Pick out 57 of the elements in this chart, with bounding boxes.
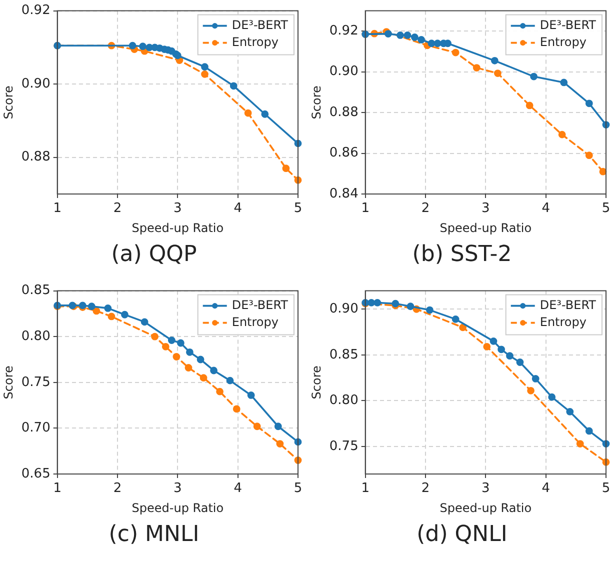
text: (c) MNLI bbox=[108, 522, 200, 547]
y-tick-label: 0.92 bbox=[329, 24, 358, 39]
y-tick-label: 0.75 bbox=[21, 374, 50, 390]
x-tick-label: 2 bbox=[113, 201, 122, 216]
y-tick-label: 0.70 bbox=[21, 420, 50, 436]
x-tick-label: 1 bbox=[361, 201, 370, 216]
x-tick-label: 3 bbox=[482, 201, 490, 216]
y-tick-label: 0.85 bbox=[21, 283, 50, 298]
x-axis-title: Speed-up Ratio bbox=[440, 500, 532, 515]
legend-label: DE³-BERT bbox=[232, 298, 289, 312]
text: (a) QQP bbox=[110, 242, 198, 267]
y-tick-label: 0.90 bbox=[329, 64, 358, 80]
x-tick-label: 5 bbox=[294, 201, 302, 216]
y-tick-label: 0.90 bbox=[329, 301, 358, 316]
x-tick-label: 1 bbox=[53, 481, 62, 496]
legend-label: DE³-BERT bbox=[540, 298, 597, 312]
y-axis-title: Score bbox=[309, 86, 324, 120]
x-tick-label: 3 bbox=[174, 201, 182, 216]
legend-label: Entropy bbox=[232, 34, 278, 49]
x-tick-label: 5 bbox=[602, 201, 610, 216]
legend-label: DE³-BERT bbox=[540, 18, 597, 32]
y-tick-label: 0.80 bbox=[329, 393, 358, 408]
x-tick-label: 4 bbox=[542, 201, 550, 216]
x-tick-label: 5 bbox=[602, 481, 610, 496]
x-tick-label: 2 bbox=[113, 481, 122, 496]
y-axis-title: Score bbox=[1, 366, 16, 400]
x-tick-label: 4 bbox=[234, 201, 242, 216]
y-tick-label: 0.88 bbox=[329, 104, 358, 120]
legend-label: DE³-BERT bbox=[232, 18, 289, 32]
x-tick-label: 4 bbox=[234, 481, 242, 496]
y-tick-label: 0.90 bbox=[21, 76, 50, 92]
y-axis-title: Score bbox=[309, 366, 324, 400]
x-tick-label: 2 bbox=[421, 201, 430, 216]
y-tick-label: 0.86 bbox=[329, 146, 358, 161]
legend-label: Entropy bbox=[540, 34, 586, 49]
x-tick-label: 3 bbox=[482, 481, 490, 496]
y-tick-label: 0.75 bbox=[329, 438, 358, 454]
x-tick-label: 4 bbox=[542, 481, 550, 496]
y-tick-label: 0.80 bbox=[21, 328, 50, 344]
x-tick-label: 2 bbox=[421, 481, 430, 496]
x-axis-title: Speed-up Ratio bbox=[132, 220, 224, 235]
y-tick-label: 0.65 bbox=[21, 466, 50, 482]
x-tick-label: 1 bbox=[53, 201, 62, 216]
x-tick-label: 1 bbox=[361, 481, 370, 496]
y-tick-label: 0.88 bbox=[21, 150, 50, 165]
y-tick-label: 0.92 bbox=[21, 3, 50, 18]
x-axis-title: Speed-up Ratio bbox=[440, 220, 532, 235]
y-tick-label: 0.84 bbox=[329, 186, 358, 202]
text: (b) SST-2 bbox=[411, 242, 513, 267]
x-tick-label: 3 bbox=[174, 481, 182, 496]
legend-label: Entropy bbox=[232, 314, 278, 329]
y-axis-title: Score bbox=[1, 86, 16, 120]
text: (d) QNLI bbox=[416, 522, 508, 547]
y-tick-label: 0.85 bbox=[329, 347, 358, 362]
x-tick-label: 5 bbox=[294, 481, 302, 496]
legend-label: Entropy bbox=[540, 314, 586, 329]
x-axis-title: Speed-up Ratio bbox=[132, 500, 224, 515]
